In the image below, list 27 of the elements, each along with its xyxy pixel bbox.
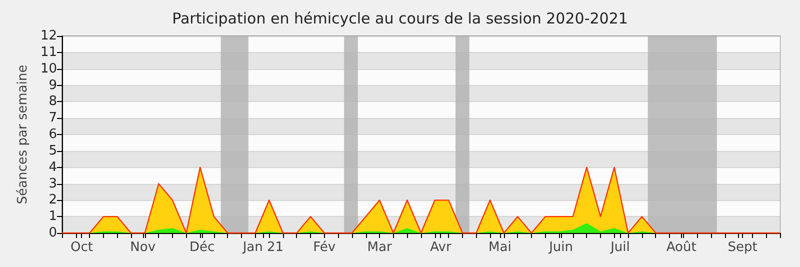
x-tick-label: Déc (189, 240, 215, 255)
x-tick-label: Jan 21 (242, 240, 284, 255)
x-tick-label: Août (666, 240, 696, 255)
y-tick-label: 2 (48, 192, 57, 208)
y-tick-label: 10 (40, 61, 57, 76)
x-tick-label: Sept (728, 240, 758, 255)
y-tick-label: 1 (48, 209, 57, 224)
x-tick-label: Mar (367, 240, 392, 255)
x-tick-label: Mai (488, 240, 512, 255)
x-tick-label: Oct (70, 240, 93, 255)
y-tick-label: 4 (48, 160, 57, 175)
y-tick-label: 6 (48, 127, 57, 142)
y-tick-label: 3 (48, 176, 57, 192)
y-tick-label: 12 (40, 28, 57, 44)
y-tick-label: 7 (48, 110, 57, 126)
y-tick-label: 11 (40, 44, 57, 60)
x-tick-label: Fév (313, 240, 336, 255)
y-tick-label: 8 (48, 94, 57, 110)
y-axis-title: Séances par semaine (16, 64, 31, 204)
y-tick-label: 5 (48, 143, 57, 158)
y-tick-label: 0 (48, 226, 57, 240)
x-tick-label: Avr (430, 240, 452, 255)
x-tick-label: Juin (548, 240, 574, 255)
x-tick-label: Nov (130, 240, 156, 255)
chart-title: Participation en hémicycle au cours de la session 2020-2021 (172, 10, 628, 28)
x-tick-label: Juil (610, 240, 630, 255)
y-tick-label: 9 (48, 78, 57, 93)
